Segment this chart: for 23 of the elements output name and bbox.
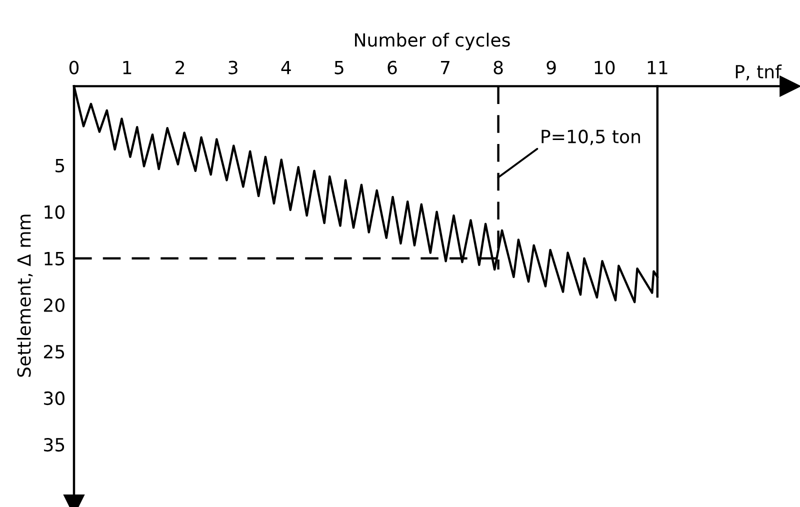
x-tick-label: 6: [388, 60, 397, 74]
x-tick-label: 11: [648, 60, 668, 74]
x-axis-title: Number of cycles: [355, 32, 510, 50]
y-tick-label: 25: [44, 344, 64, 359]
x-tick-label: 5: [334, 60, 344, 74]
y-tick-label: 15: [44, 252, 64, 266]
x-tick-label: 3: [228, 60, 238, 74]
y-axis-title: Settlement, Δ mm: [16, 214, 33, 377]
y-tick-label: 20: [44, 298, 64, 312]
x-tick-label: 1: [123, 60, 132, 74]
x-tick-label: 10: [594, 60, 615, 74]
y-tick-label: 5: [56, 158, 64, 172]
text: P, tnf: [736, 64, 782, 80]
y-tick-label: 10: [44, 205, 64, 219]
x-tick-label: 8: [494, 60, 503, 74]
x-tick-label: 0: [69, 60, 79, 74]
x-tick-label: 9: [546, 60, 556, 74]
x-tick-label: 7: [440, 60, 450, 74]
x-tick-label: 4: [281, 60, 291, 74]
y-tick-label: 30: [44, 391, 64, 406]
annotation: P=10,5 ton: [542, 130, 640, 146]
x-tick-label: 2: [176, 60, 184, 74]
y-tick-label: 35: [44, 438, 64, 452]
